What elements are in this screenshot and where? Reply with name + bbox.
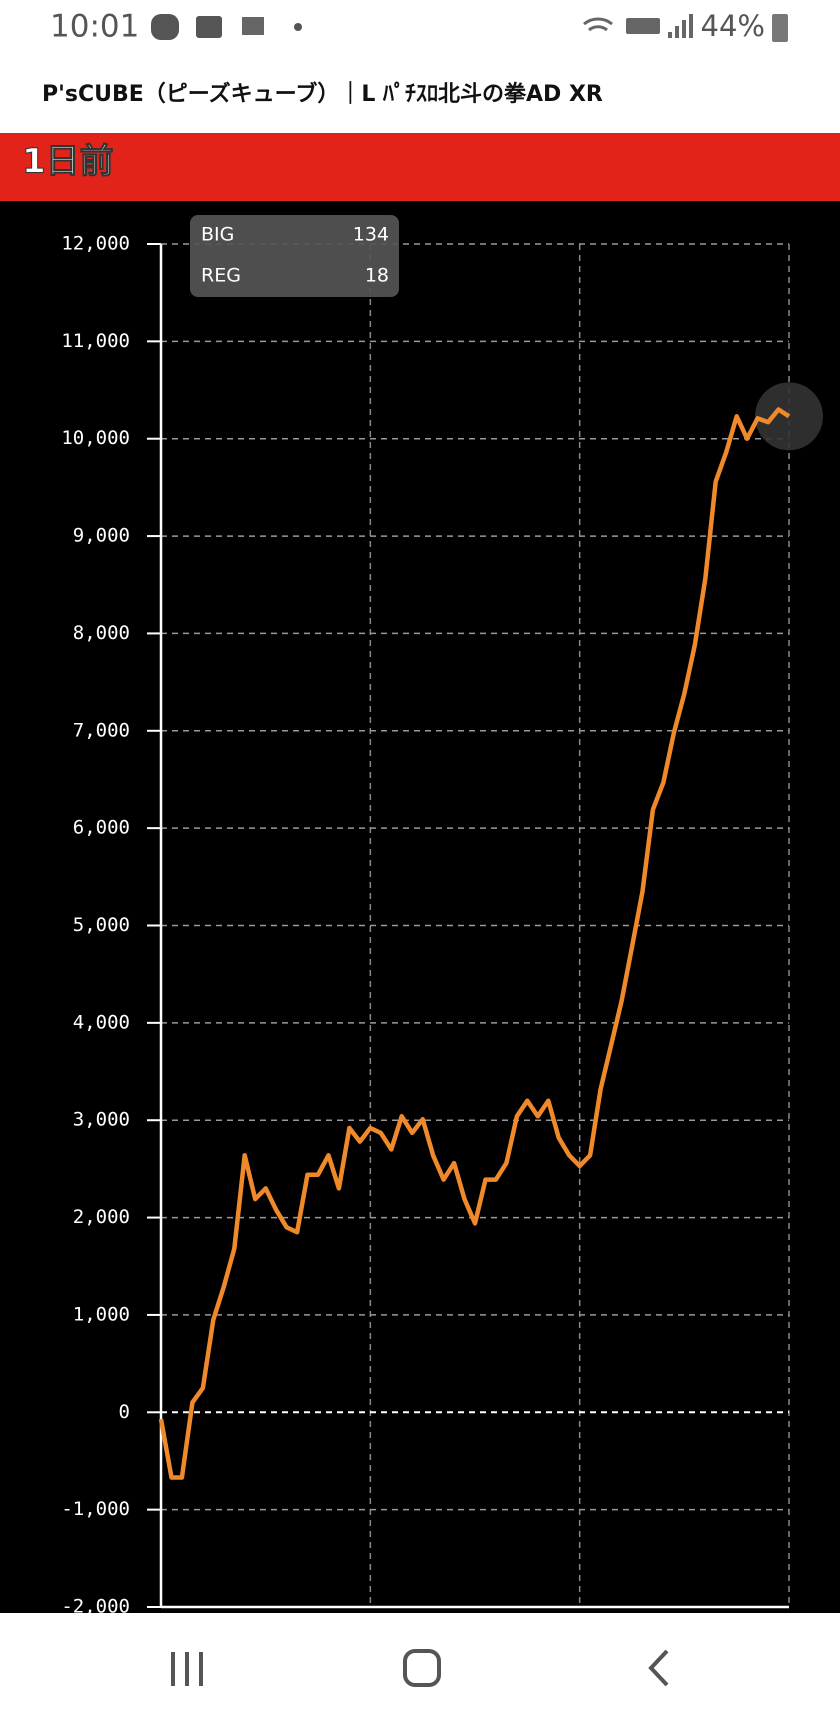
data-line xyxy=(158,407,791,1480)
home-button[interactable] xyxy=(403,1649,441,1687)
y-tick-label: 0 xyxy=(119,1401,130,1423)
page-title: P'sCUBE（ピーズキューブ）｜L ﾊﾟﾁｽﾛ北斗の拳AD XR xyxy=(42,81,603,107)
y-tick-label: 9,000 xyxy=(73,525,130,547)
y-tick-label: 10,000 xyxy=(61,427,130,449)
section-header xyxy=(0,133,840,201)
mail-icon xyxy=(242,17,264,35)
recent-apps-button[interactable] xyxy=(171,1652,203,1686)
hover-marker xyxy=(755,382,823,451)
chart-area xyxy=(0,201,840,1613)
y-tick-label: 7,000 xyxy=(73,719,130,741)
stat-label: BIG xyxy=(201,224,234,246)
stat-value: 18 xyxy=(365,265,389,287)
y-tick-label: 4,000 xyxy=(73,1011,130,1033)
wifi-icon xyxy=(583,17,613,32)
stat-value: 134 xyxy=(353,224,389,246)
back-button[interactable] xyxy=(648,1649,669,1687)
nav-bar[interactable] xyxy=(0,1613,840,1727)
y-tick-label: 1,000 xyxy=(73,1303,130,1325)
plot: -2,000 -1,000 0 1,000 2,000 3,000 4,000 5,000 6,… xyxy=(61,215,823,1618)
y-tick-label: -1,000 xyxy=(61,1498,130,1520)
status-time: 10:01 xyxy=(50,9,139,45)
y-tick-label: 2,000 xyxy=(73,1206,130,1228)
y-tick-label: 12,000 xyxy=(61,233,130,255)
dot-icon xyxy=(294,23,302,31)
y-tick-label: -2,000 xyxy=(61,1596,130,1618)
stat-label: REG xyxy=(201,265,241,287)
y-tick-label: 11,000 xyxy=(61,330,130,352)
image-icon xyxy=(196,16,222,38)
battery-icon xyxy=(772,14,788,42)
y-tick-label: 8,000 xyxy=(73,622,130,644)
signal-icon xyxy=(668,14,693,38)
y-tick-label: 3,000 xyxy=(73,1109,130,1131)
volte-icon xyxy=(626,18,660,34)
y-tick-label: 5,000 xyxy=(73,914,130,936)
status-bar xyxy=(0,0,840,60)
y-tick-label: 6,000 xyxy=(73,817,130,839)
line-icon xyxy=(151,14,179,40)
battery-level: 44% xyxy=(701,9,765,43)
section-title: 1日前 xyxy=(22,142,114,182)
stats-box xyxy=(190,215,399,297)
